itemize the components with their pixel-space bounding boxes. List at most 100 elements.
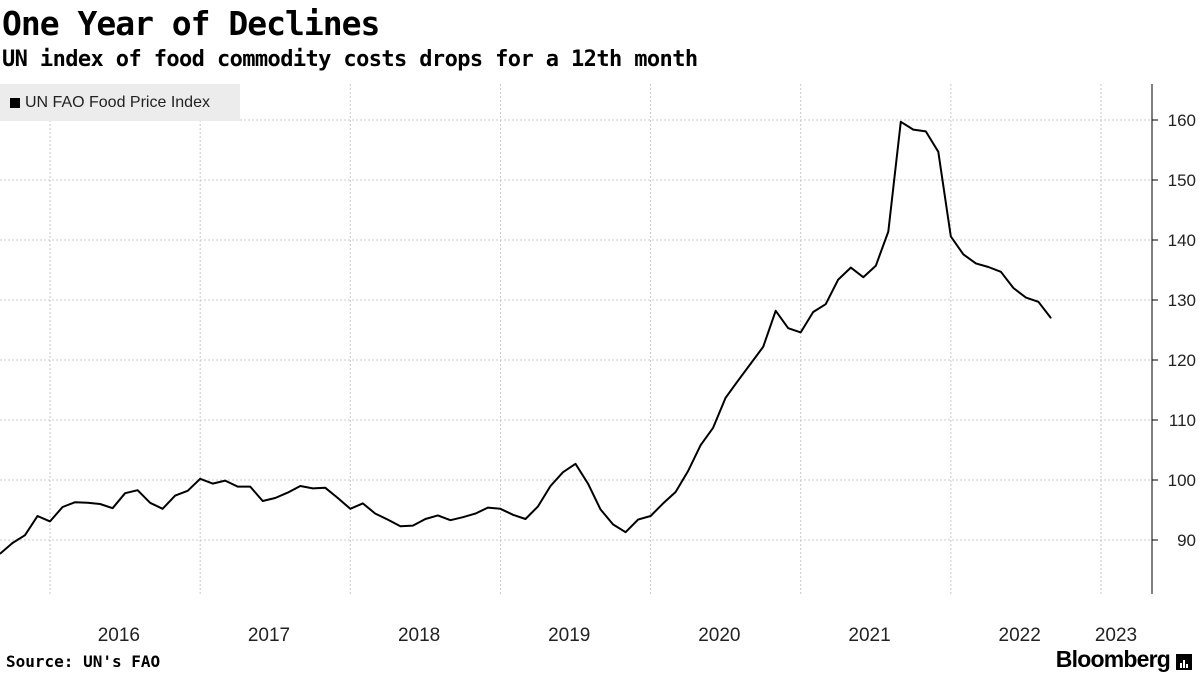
data-point — [675, 491, 677, 493]
data-point — [49, 520, 51, 523]
data-point — [950, 235, 952, 237]
data-point — [187, 490, 189, 492]
data-point — [199, 478, 201, 480]
data-point — [174, 495, 176, 497]
data-point — [287, 492, 289, 494]
data-point — [512, 514, 514, 516]
data-point — [837, 279, 839, 281]
data-point — [349, 508, 351, 510]
data-point — [112, 507, 114, 509]
data-point — [662, 502, 664, 504]
data-point — [737, 379, 739, 381]
data-point — [574, 463, 577, 465]
data-point — [274, 497, 276, 499]
data-point — [825, 303, 827, 305]
bloomberg-bars-icon — [1176, 653, 1192, 670]
data-point — [862, 276, 864, 278]
data-point — [212, 483, 214, 485]
chart-legend: UN FAO Food Price Index — [0, 84, 240, 121]
legend-swatch-icon — [10, 97, 20, 108]
data-point — [875, 265, 877, 267]
legend-label: UN FAO Food Price Index — [25, 93, 210, 111]
data-point — [812, 311, 814, 313]
data-point — [262, 500, 264, 502]
data-point — [599, 508, 602, 510]
data-point — [162, 508, 164, 510]
data-point — [149, 502, 151, 504]
data-point — [725, 397, 727, 399]
data-point — [437, 514, 439, 517]
data-point — [1037, 301, 1039, 303]
data-point — [1012, 287, 1015, 289]
data-point — [700, 444, 702, 446]
data-point — [399, 525, 401, 527]
data-point — [299, 485, 301, 487]
y-tick-label: 160 — [1168, 111, 1196, 130]
data-point — [224, 480, 226, 482]
data-point — [374, 513, 376, 515]
data-point — [612, 523, 614, 526]
data-point — [850, 267, 852, 269]
data-point — [387, 519, 389, 521]
data-point — [362, 502, 364, 504]
data-point — [900, 121, 902, 123]
data-point — [762, 346, 764, 348]
data-point — [24, 534, 26, 536]
data-point — [0, 553, 1, 555]
chart-title: One Year of Declines — [2, 4, 380, 43]
x-tick-label: 2016 — [98, 625, 140, 646]
data-point — [87, 502, 89, 504]
y-tick-label: 130 — [1168, 291, 1196, 310]
data-point — [474, 513, 476, 515]
x-tick-label: 2020 — [698, 625, 740, 646]
data-point — [637, 519, 639, 521]
data-point — [1050, 317, 1052, 319]
data-point — [912, 129, 914, 131]
data-point — [62, 506, 64, 508]
data-point — [312, 487, 314, 489]
data-point — [237, 486, 239, 488]
data-point — [99, 503, 101, 505]
data-point — [887, 231, 889, 233]
brand-logo: Bloomberg — [1056, 646, 1192, 673]
y-tick-label: 140 — [1168, 231, 1196, 250]
data-point — [36, 515, 39, 517]
x-tick-label: 2019 — [548, 625, 590, 646]
data-point — [625, 531, 627, 533]
x-tick-label: 2023 — [1095, 625, 1137, 646]
data-point — [712, 427, 714, 429]
data-point — [537, 505, 539, 507]
brand-name: Bloomberg — [1055, 646, 1171, 672]
y-tick-label: 150 — [1168, 171, 1196, 190]
data-point — [1000, 271, 1002, 273]
data-point — [412, 525, 414, 527]
data-point — [750, 363, 752, 365]
data-point — [587, 483, 589, 485]
data-point — [487, 507, 489, 509]
x-tick-label: 2021 — [848, 625, 890, 646]
data-point — [524, 518, 527, 520]
data-point — [937, 151, 939, 153]
data-point — [687, 470, 689, 472]
y-tick-label: 90 — [1177, 531, 1196, 550]
data-point — [775, 310, 777, 312]
data-point — [74, 501, 76, 503]
data-point — [337, 497, 339, 499]
data-point — [562, 471, 564, 473]
data-point — [449, 519, 451, 521]
data-point — [925, 130, 927, 132]
data-point — [962, 253, 965, 255]
data-point — [1025, 297, 1027, 299]
data-point — [324, 487, 326, 489]
data-point — [11, 542, 14, 544]
data-point — [650, 515, 652, 517]
y-tick-label: 110 — [1169, 411, 1196, 430]
data-point — [800, 331, 802, 333]
data-point — [987, 266, 990, 268]
data-point — [975, 262, 977, 264]
data-point — [549, 485, 552, 487]
x-tick-label: 2022 — [999, 625, 1041, 646]
data-point — [124, 492, 126, 494]
data-point — [787, 327, 789, 329]
